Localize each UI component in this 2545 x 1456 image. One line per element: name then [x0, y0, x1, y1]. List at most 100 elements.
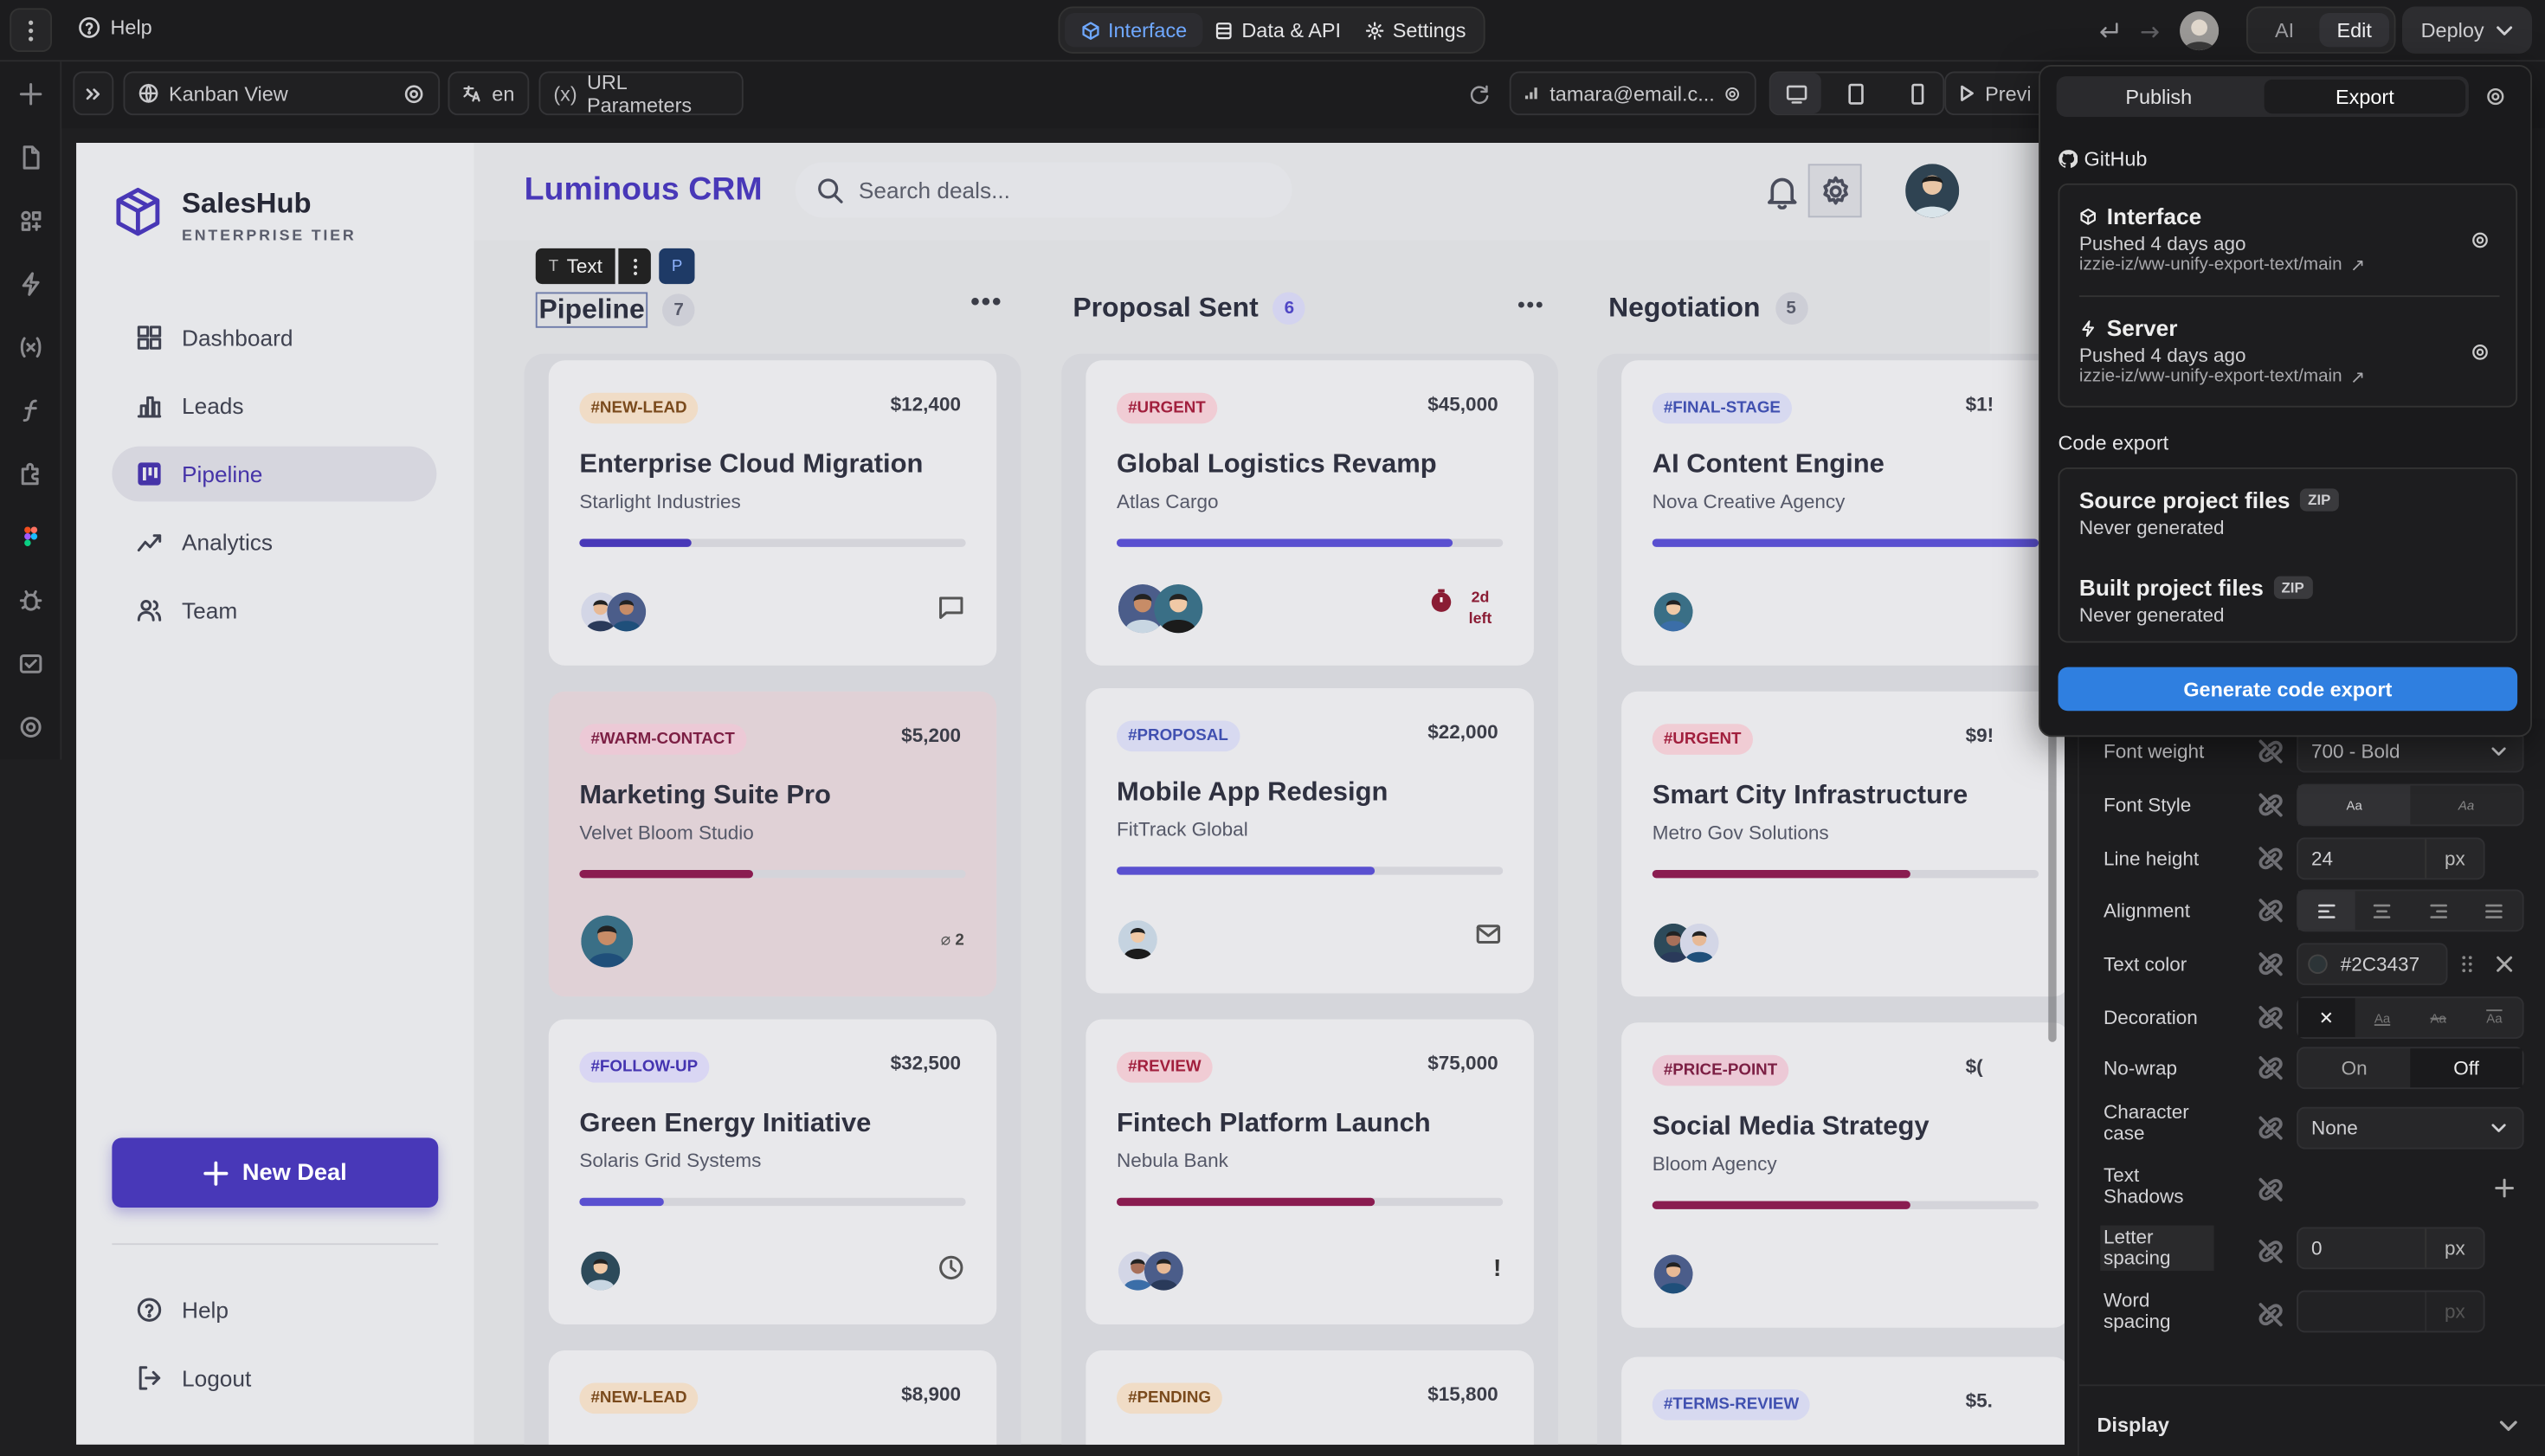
repo-link[interactable]: izzie-iz/ww-unify-export-text/main ↗	[2079, 254, 2365, 275]
bind-icon[interactable]	[2254, 1052, 2287, 1085]
tab-interface[interactable]: Interface	[1065, 13, 1203, 48]
attachments-count[interactable]: ⌀ 2	[941, 927, 964, 950]
more-menu-button[interactable]	[10, 8, 52, 52]
email-button[interactable]	[1475, 924, 1501, 950]
parent-selection-button[interactable]: P	[659, 248, 695, 285]
tab-settings[interactable]: Settings	[1365, 13, 1466, 47]
bind-icon[interactable]	[2254, 948, 2287, 981]
url-parameters-button[interactable]: (x) URL Parameters	[538, 71, 744, 116]
align-justify-button[interactable]	[2466, 891, 2522, 930]
text-color-input[interactable]: #2C3437	[2297, 943, 2448, 986]
debug-icon[interactable]	[18, 588, 44, 614]
no-wrap-on[interactable]: On	[2341, 1056, 2368, 1079]
page-icon[interactable]	[18, 145, 44, 171]
assignee-avatar[interactable]	[1118, 584, 1168, 634]
line-height-unit[interactable]: px	[2425, 839, 2484, 879]
selection-type-chip[interactable]: T Text	[535, 248, 615, 285]
profile-avatar[interactable]	[1905, 164, 1960, 218]
assignee-avatar[interactable]	[1653, 1254, 1693, 1294]
deal-card[interactable]: #URGENT $45,000 Global Logistics Revamp Atl…	[1086, 360, 1534, 666]
drag-handle-icon[interactable]	[2461, 955, 2474, 975]
column-menu-button[interactable]: •••	[1517, 292, 1545, 317]
expand-panel-button[interactable]	[73, 71, 114, 116]
bind-icon[interactable]	[2254, 1111, 2287, 1144]
align-center-button[interactable]	[2355, 891, 2411, 930]
page-selector[interactable]: Kanban View	[123, 71, 441, 116]
comments-button[interactable]	[938, 596, 964, 625]
line-height-input[interactable]: 24 px	[2297, 837, 2485, 880]
deal-card[interactable]: #FINAL-STAGE $1! AI Content Engine Nova Cre…	[1621, 360, 2065, 666]
word-spacing-input[interactable]: px	[2297, 1290, 2485, 1333]
align-right-button[interactable]	[2410, 891, 2466, 930]
source-files-title[interactable]: Source project files ZIP	[2079, 487, 2339, 513]
repo-link[interactable]: izzie-iz/ww-unify-export-text/main ↗	[2079, 367, 2365, 388]
undo-button[interactable]	[2094, 16, 2123, 46]
close-icon[interactable]	[2497, 956, 2513, 972]
column-menu-button[interactable]: •••	[970, 288, 1003, 317]
generate-code-export-button[interactable]: Generate code export	[2058, 667, 2518, 712]
deal-card[interactable]: #REVIEW $75,000 Fintech Platform Launch Neb…	[1086, 1019, 1534, 1324]
decoration-underline[interactable]: Aa	[2374, 1010, 2391, 1026]
alert-indicator[interactable]: !	[1493, 1254, 1501, 1282]
repo-settings-gear-icon[interactable]	[2471, 343, 2490, 363]
assignee-avatar[interactable]	[581, 1251, 621, 1291]
bind-icon[interactable]	[2254, 789, 2287, 821]
letter-spacing-unit[interactable]: px	[2425, 1228, 2484, 1268]
history-button[interactable]	[938, 1254, 964, 1285]
plugins-icon[interactable]	[18, 461, 44, 487]
font-weight-select[interactable]: 700 - Bold	[2297, 730, 2524, 773]
formula-icon[interactable]	[18, 397, 44, 423]
deploy-button[interactable]: Deploy	[2402, 6, 2532, 54]
workflow-icon[interactable]	[18, 271, 44, 297]
variables-icon[interactable]	[18, 334, 44, 360]
decoration-none[interactable]: ✕	[2298, 998, 2355, 1038]
add-shadow-icon[interactable]	[2495, 1178, 2515, 1198]
tab-data-api[interactable]: Data & API	[1215, 13, 1341, 47]
tablet-breakpoint-button[interactable]	[1832, 73, 1883, 113]
settings-gear-icon[interactable]	[18, 714, 44, 740]
redo-button[interactable]	[2136, 16, 2166, 46]
user-avatar[interactable]	[2180, 11, 2220, 51]
assignee-avatar[interactable]	[1679, 923, 1719, 963]
nav-item-analytics[interactable]: Analytics	[112, 514, 436, 570]
bell-icon[interactable]	[1766, 174, 1799, 209]
tab-publish[interactable]: Publish	[2125, 85, 2193, 108]
nav-item-leads[interactable]: Leads	[112, 378, 436, 434]
bind-icon[interactable]	[2254, 1002, 2287, 1034]
bind-icon[interactable]	[2254, 1235, 2287, 1268]
media-icon[interactable]	[18, 651, 44, 677]
character-case-select[interactable]: None	[2297, 1106, 2524, 1150]
selection-menu-button[interactable]	[618, 248, 652, 285]
assignee-avatar[interactable]	[1144, 1251, 1183, 1291]
display-section-title[interactable]: Display	[2097, 1414, 2169, 1437]
deal-card[interactable]: #PRICE-POINT $(Social Media Strategy Bloom…	[1621, 1022, 2065, 1328]
bind-icon[interactable]	[2254, 1298, 2287, 1331]
word-spacing-unit[interactable]: px	[2425, 1292, 2484, 1331]
mode-edit-button[interactable]: Edit	[2319, 13, 2389, 48]
assignee-avatar[interactable]	[607, 592, 647, 632]
bind-icon[interactable]	[2254, 1174, 2287, 1207]
bind-icon[interactable]	[2254, 842, 2287, 875]
assignee-avatar[interactable]	[1653, 592, 1693, 632]
font-style-italic[interactable]: Aa	[2458, 797, 2475, 813]
language-selector[interactable]: en	[448, 71, 530, 116]
letter-spacing-input[interactable]: 0 px	[2297, 1227, 2485, 1270]
settings-button[interactable]	[1807, 164, 1862, 218]
due-timer[interactable]: 2d left	[1427, 588, 1501, 630]
align-left-button[interactable]	[2298, 891, 2355, 931]
nav-item-team[interactable]: Team	[112, 583, 436, 638]
desktop-breakpoint-button[interactable]	[1770, 73, 1822, 114]
deal-card[interactable]: #PENDING $15,800	[1086, 1350, 1534, 1445]
nav-item-logout[interactable]: Logout	[112, 1350, 436, 1406]
deal-card[interactable]: #TERMS-REVIEW $5.	[1621, 1356, 2065, 1445]
tab-export[interactable]: Export	[2264, 79, 2466, 114]
user-settings-gear-icon[interactable]	[1724, 82, 1742, 105]
deal-card[interactable]: #URGENT $9! Smart City Infrastructure Metro…	[1621, 691, 2065, 997]
mode-ai-button[interactable]: AI	[2274, 18, 2295, 42]
nav-item-pipeline[interactable]: Pipeline	[112, 446, 437, 502]
assignee-avatar[interactable]	[1154, 584, 1203, 634]
chevron-down-icon[interactable]	[2499, 1421, 2518, 1432]
bind-icon[interactable]	[2254, 894, 2287, 927]
deal-card[interactable]: #FOLLOW-UP $32,500 Green Energy Initiative…	[548, 1019, 997, 1324]
nav-item-dashboard[interactable]: Dashboard	[112, 310, 436, 365]
